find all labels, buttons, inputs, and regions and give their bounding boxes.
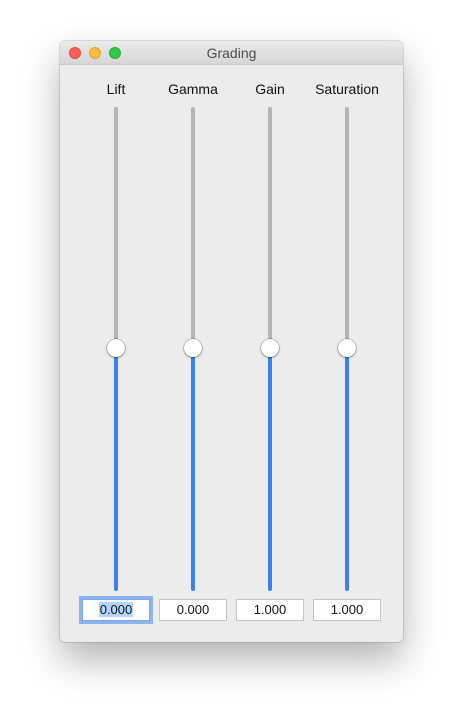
window-title: Grading <box>206 45 257 61</box>
gamma-slider[interactable] <box>181 107 205 591</box>
lift-label: Lift <box>106 81 126 97</box>
gamma-label: Gamma <box>168 81 218 97</box>
gain-value-field[interactable]: 1.000 <box>236 599 304 621</box>
lift-value-text: 0.000 <box>98 602 134 617</box>
title-bar[interactable]: Grading <box>60 41 403 65</box>
lift-slider-fill[interactable] <box>114 348 118 591</box>
grading-window: Grading Lift 0.000 Gamma 0.000 Gain 1.00… <box>60 41 403 642</box>
saturation-label: Saturation <box>315 81 379 97</box>
lift-slider[interactable] <box>104 107 128 591</box>
minimize-icon[interactable] <box>89 47 101 59</box>
gamma-value-field[interactable]: 0.000 <box>159 599 227 621</box>
gain-slider-knob[interactable] <box>261 339 279 357</box>
saturation-slider-fill[interactable] <box>345 348 349 591</box>
lift-slider-track[interactable] <box>114 107 118 348</box>
lift-value-field[interactable]: 0.000 <box>82 599 150 621</box>
gamma-slider-knob[interactable] <box>184 339 202 357</box>
saturation-slider[interactable] <box>335 107 359 591</box>
saturation-value-field[interactable]: 1.000 <box>313 599 381 621</box>
gain-slider-fill[interactable] <box>268 348 272 591</box>
close-icon[interactable] <box>69 47 81 59</box>
maximize-icon[interactable] <box>109 47 121 59</box>
gain-slider-track[interactable] <box>268 107 272 348</box>
gamma-slider-fill[interactable] <box>191 348 195 591</box>
lift-slider-knob[interactable] <box>107 339 125 357</box>
saturation-slider-knob[interactable] <box>338 339 356 357</box>
gain-label: Gain <box>255 81 285 97</box>
gamma-slider-track[interactable] <box>191 107 195 348</box>
gain-slider[interactable] <box>258 107 282 591</box>
saturation-slider-track[interactable] <box>345 107 349 348</box>
